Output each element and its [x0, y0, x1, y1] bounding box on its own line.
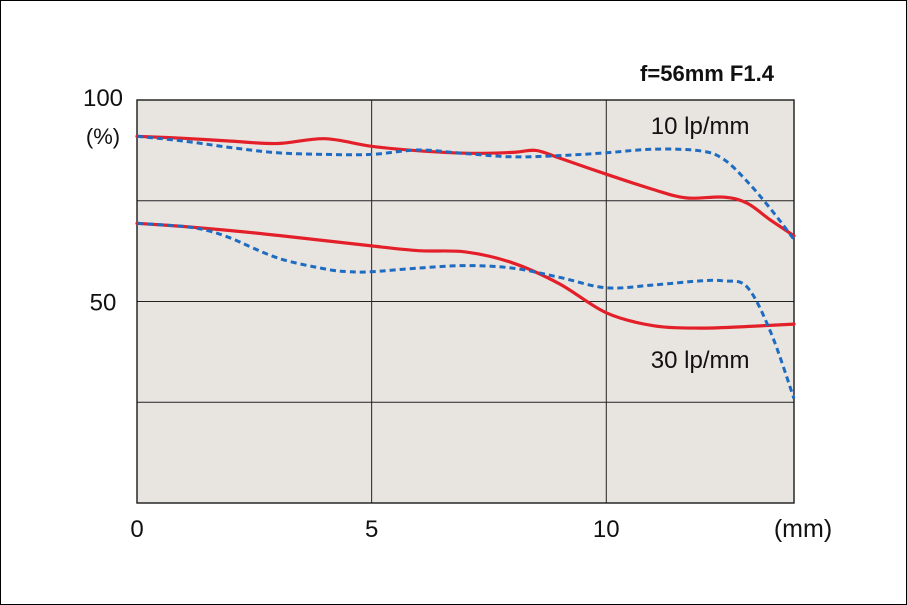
series-line-3-dashed	[136, 221, 796, 400]
x-tick-label-1: 5	[365, 516, 378, 543]
annotation-label-0: 10 lp/mm	[651, 113, 750, 140]
chart-title: f=56mm F1.4	[640, 61, 775, 86]
y-axis-label: (%)	[86, 124, 120, 149]
x-tick-label-0: 0	[130, 516, 143, 543]
annotations: 10 lp/mm 30 lp/mm	[651, 113, 750, 374]
grid-lines	[137, 100, 794, 503]
y-tick-label-0: 100	[83, 85, 123, 112]
series-line-2-solid	[135, 221, 796, 330]
x-axis-label: (mm)	[774, 515, 832, 543]
tick-labels: 0 5 10 100 50	[83, 85, 620, 543]
x-tick-label-2: 10	[593, 516, 620, 543]
y-tick-label-1: 50	[90, 290, 117, 317]
plot-border	[136, 99, 795, 504]
series-line-0-solid	[135, 134, 796, 238]
annotation-label-1: 30 lp/mm	[651, 347, 750, 374]
series-group	[135, 134, 796, 400]
